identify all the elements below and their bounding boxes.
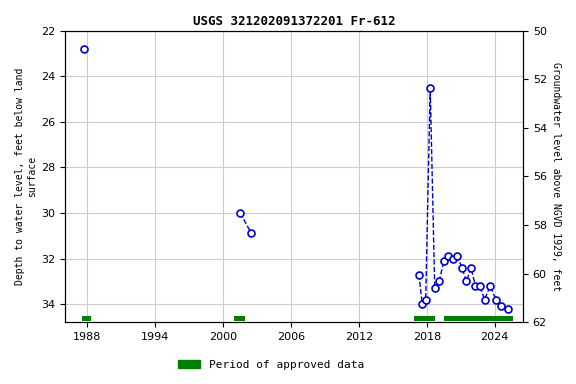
- Bar: [82, 316, 91, 321]
- Y-axis label: Groundwater level above NGVD 1929, feet: Groundwater level above NGVD 1929, feet: [551, 62, 561, 291]
- Y-axis label: Depth to water level, feet below land
surface: Depth to water level, feet below land su…: [15, 68, 37, 285]
- Bar: [414, 316, 435, 321]
- Title: USGS 321202091372201 Fr-612: USGS 321202091372201 Fr-612: [192, 15, 395, 28]
- Bar: [444, 316, 513, 321]
- Bar: [234, 316, 245, 321]
- Legend: Period of approved data: Period of approved data: [173, 356, 368, 375]
